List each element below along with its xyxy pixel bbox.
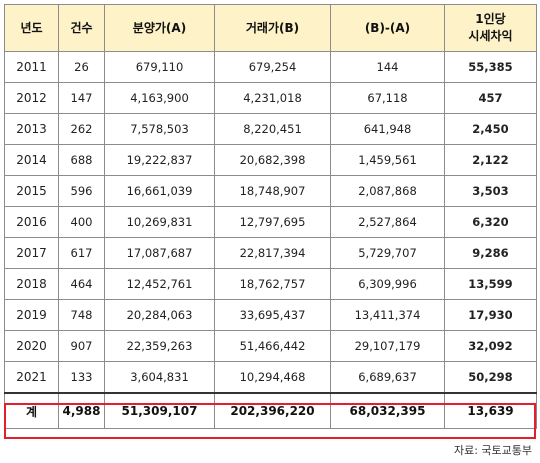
diff-cell: 641,948 — [330, 113, 445, 145]
count-cell: 748 — [58, 299, 105, 331]
count-cell: 617 — [58, 237, 105, 269]
year-cell: 2013 — [4, 113, 59, 145]
trade-price-cell: 10,294,468 — [214, 361, 331, 394]
trade-price-cell: 33,695,437 — [214, 299, 331, 331]
source-note: 자료: 국토교통부 — [453, 444, 532, 457]
per-person-cell: 9,286 — [444, 237, 537, 269]
header-row: 년도 건수 분양가(A) 거래가(B) (B)-(A) 1인당 시세차익 — [4, 4, 537, 52]
table-header: 년도 건수 분양가(A) 거래가(B) (B)-(A) 1인당 시세차익 — [4, 4, 537, 52]
housing-price-table: 년도 건수 분양가(A) 거래가(B) (B)-(A) 1인당 시세차익 201… — [4, 4, 537, 429]
total-label: 계 — [4, 392, 59, 429]
trade-price-cell: 18,748,907 — [214, 175, 331, 207]
per-person-cell: 32,092 — [444, 330, 537, 362]
table-row: 2016 400 10,269,831 12,797,695 2,527,864 6,32… — [4, 206, 537, 238]
sale-price-cell: 12,452,761 — [104, 268, 215, 300]
sale-price-cell: 20,284,063 — [104, 299, 215, 331]
year-cell: 2011 — [4, 51, 59, 83]
per-person-cell: 2,450 — [444, 113, 537, 145]
count-cell: 596 — [58, 175, 105, 207]
table-row: 2014 688 19,222,837 20,682,398 1,459,561 2,12… — [4, 144, 537, 176]
table-footer: 계 4,988 51,309,107 202,396,220 68,032,39… — [4, 392, 537, 429]
year-cell: 2014 — [4, 144, 59, 176]
total-trade-price: 202,396,220 — [214, 392, 331, 429]
total-diff: 68,032,395 — [330, 392, 445, 429]
count-cell: 688 — [58, 144, 105, 176]
diff-cell: 67,118 — [330, 82, 445, 114]
sale-price-cell: 19,222,837 — [104, 144, 215, 176]
total-count: 4,988 — [58, 392, 105, 429]
header-sale-price: 분양가(A) — [104, 4, 215, 52]
trade-price-cell: 679,254 — [214, 51, 331, 83]
header-per-person: 1인당 시세차익 — [444, 4, 537, 52]
year-cell: 2018 — [4, 268, 59, 300]
table-row: 2018 464 12,452,761 18,762,757 6,309,996 13,5… — [4, 268, 537, 300]
year-cell: 2021 — [4, 361, 59, 394]
per-person-cell: 55,385 — [444, 51, 537, 83]
trade-price-cell: 22,817,394 — [214, 237, 331, 269]
count-cell: 262 — [58, 113, 105, 145]
table-row: 2015 596 16,661,039 18,748,907 2,087,868 3,50… — [4, 175, 537, 207]
per-person-cell: 50,298 — [444, 361, 537, 394]
sale-price-cell: 3,604,831 — [104, 361, 215, 394]
table-row: 2019 748 20,284,063 33,695,437 13,411,374 17,… — [4, 299, 537, 331]
per-person-cell: 457 — [444, 82, 537, 114]
header-count: 건수 — [58, 4, 105, 52]
diff-cell: 13,411,374 — [330, 299, 445, 331]
year-cell: 2015 — [4, 175, 59, 207]
diff-cell: 6,689,637 — [330, 361, 445, 394]
diff-cell: 29,107,179 — [330, 330, 445, 362]
count-cell: 464 — [58, 268, 105, 300]
per-person-cell: 13,599 — [444, 268, 537, 300]
diff-cell: 144 — [330, 51, 445, 83]
table-row: 2021 133 3,604,831 10,294,468 6,689,637 50,29… — [4, 361, 537, 394]
header-diff: (B)-(A) — [330, 4, 445, 52]
sale-price-cell: 22,359,263 — [104, 330, 215, 362]
sale-price-cell: 679,110 — [104, 51, 215, 83]
trade-price-cell: 18,762,757 — [214, 268, 331, 300]
sale-price-cell: 17,087,687 — [104, 237, 215, 269]
total-row: 계 4,988 51,309,107 202,396,220 68,032,39… — [4, 392, 537, 429]
sale-price-cell: 4,163,900 — [104, 82, 215, 114]
table-row: 2011 26 679,110 679,254 144 55,385 — [4, 51, 537, 83]
table-row: 2017 617 17,087,687 22,817,394 5,729,707 9,28… — [4, 237, 537, 269]
trade-price-cell: 12,797,695 — [214, 206, 331, 238]
year-cell: 2012 — [4, 82, 59, 114]
sale-price-cell: 10,269,831 — [104, 206, 215, 238]
count-cell: 400 — [58, 206, 105, 238]
table-row: 2020 907 22,359,263 51,466,442 29,107,179 32,… — [4, 330, 537, 362]
year-cell: 2020 — [4, 330, 59, 362]
year-cell: 2019 — [4, 299, 59, 331]
count-cell: 907 — [58, 330, 105, 362]
table-row: 2012 147 4,163,900 4,231,018 67,118 457 — [4, 82, 537, 114]
diff-cell: 2,087,868 — [330, 175, 445, 207]
table-body: 2011 26 679,110 679,254 144 55,385 2012 147 4,16… — [4, 51, 537, 394]
trade-price-cell: 4,231,018 — [214, 82, 331, 114]
total-per-person: 13,639 — [444, 392, 537, 429]
total-sale-price: 51,309,107 — [104, 392, 215, 429]
header-year: 년도 — [4, 4, 59, 52]
count-cell: 26 — [58, 51, 105, 83]
diff-cell: 6,309,996 — [330, 268, 445, 300]
per-person-cell: 3,503 — [444, 175, 537, 207]
per-person-cell: 17,930 — [444, 299, 537, 331]
table-row: 2013 262 7,578,503 8,220,451 641,948 2,450 — [4, 113, 537, 145]
trade-price-cell: 8,220,451 — [214, 113, 331, 145]
header-trade-price: 거래가(B) — [214, 4, 331, 52]
year-cell: 2016 — [4, 206, 59, 238]
sale-price-cell: 7,578,503 — [104, 113, 215, 145]
per-person-cell: 2,122 — [444, 144, 537, 176]
per-person-cell: 6,320 — [444, 206, 537, 238]
count-cell: 133 — [58, 361, 105, 394]
trade-price-cell: 51,466,442 — [214, 330, 331, 362]
count-cell: 147 — [58, 82, 105, 114]
year-cell: 2017 — [4, 237, 59, 269]
trade-price-cell: 20,682,398 — [214, 144, 331, 176]
diff-cell: 5,729,707 — [330, 237, 445, 269]
diff-cell: 1,459,561 — [330, 144, 445, 176]
diff-cell: 2,527,864 — [330, 206, 445, 238]
sale-price-cell: 16,661,039 — [104, 175, 215, 207]
